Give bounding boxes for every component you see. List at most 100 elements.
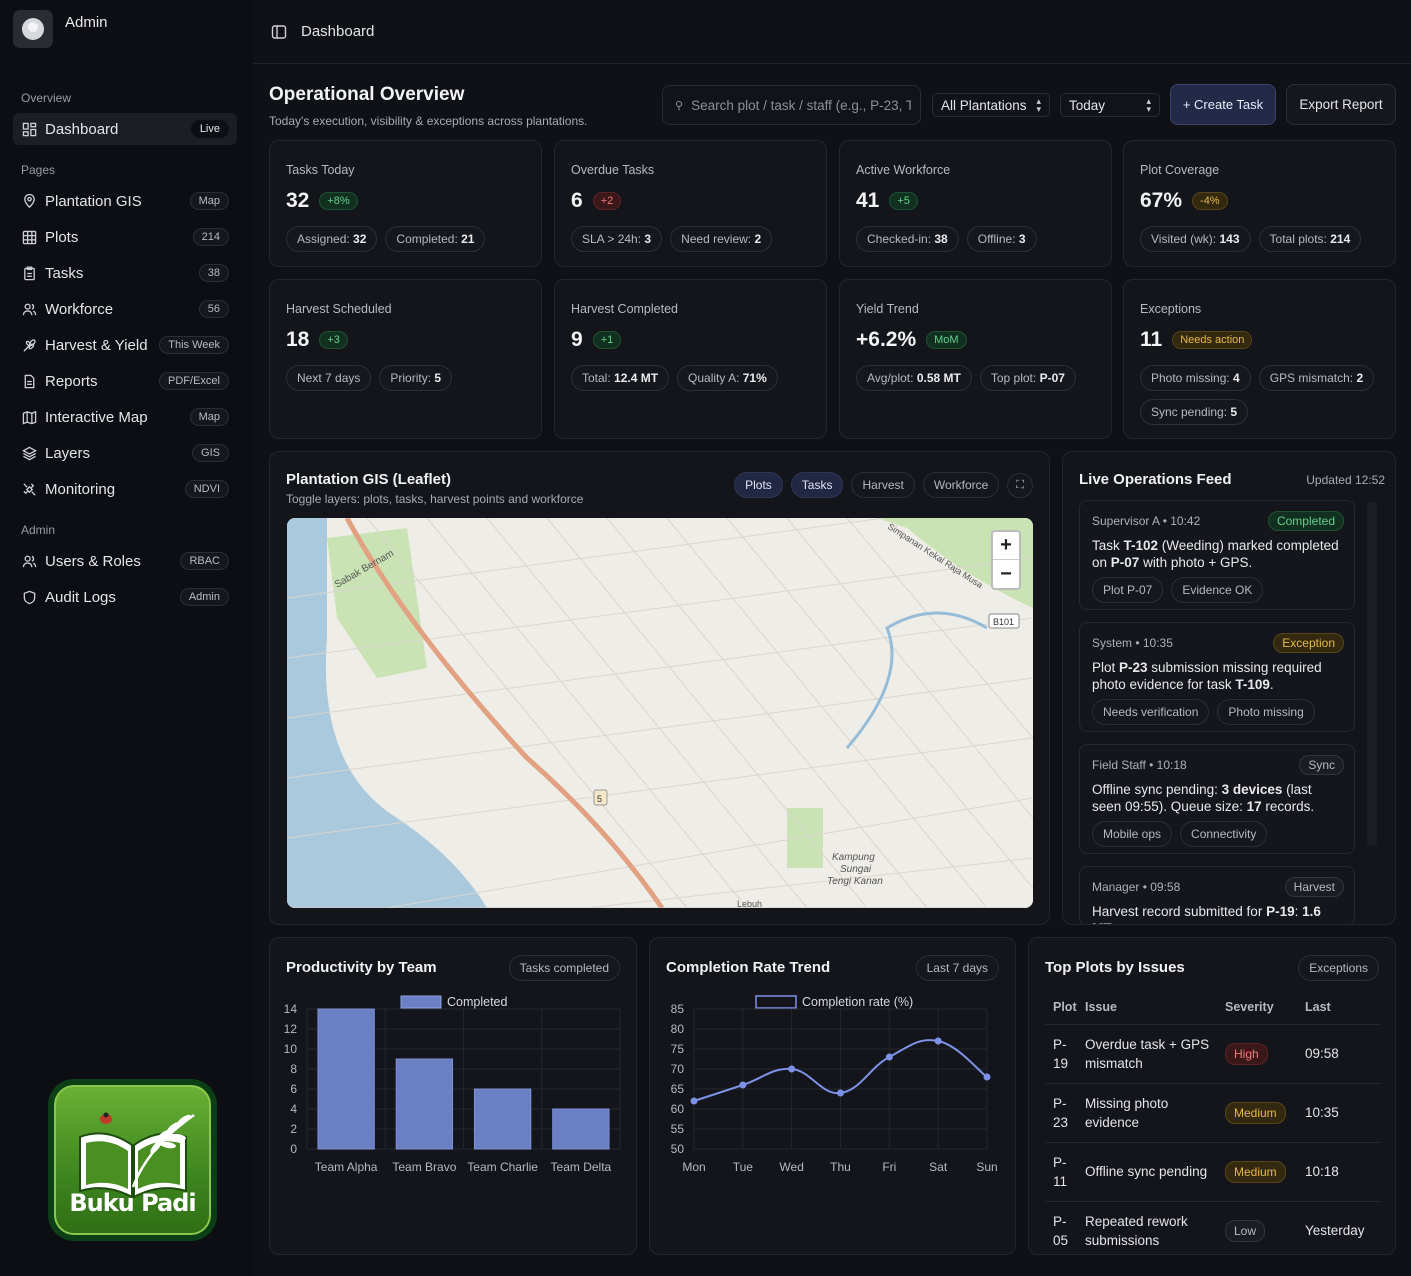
kpi-card-yield-trend[interactable]: Yield Trend +6.2% MoM Avg/plot: 0.58 MT Top … — [839, 279, 1112, 439]
feed-status-badge: Sync — [1299, 755, 1344, 775]
kpi-card-active-workforce[interactable]: Active Workforce 41 +5 Checked-in: 38 Offlin… — [839, 140, 1112, 267]
sidebar-item-badge: 214 — [192, 228, 229, 246]
kpi-value: 9 — [571, 328, 583, 351]
live-feed-card: Live Operations Feed Updated 12:52 Super… — [1062, 451, 1396, 925]
sidebar-item-tasks[interactable]: Tasks 38 — [13, 257, 237, 289]
last-cell: 10:35 — [1305, 1082, 1381, 1142]
plot-cell: P- 11 — [1045, 1141, 1085, 1201]
bar[interactable] — [317, 1008, 375, 1150]
avatar[interactable] — [13, 10, 53, 48]
kpi-card-plot-coverage[interactable]: Plot Coverage 67% -4% Visited (wk): 143 Tota… — [1123, 140, 1396, 267]
last-cell: 10:18 — [1305, 1141, 1381, 1201]
table-row[interactable]: P- 11 Offline sync pending Medium 10:18 — [1045, 1141, 1381, 1201]
data-point[interactable] — [885, 1053, 893, 1061]
sidebar-item-users-roles[interactable]: Users & Roles RBAC — [13, 545, 237, 577]
feed-item[interactable]: System • 10:35 Exception Plot P-23 submiss… — [1079, 622, 1355, 732]
feed-item-text: Offline sync pending: 3 devices (last se… — [1092, 782, 1315, 814]
data-point[interactable] — [788, 1065, 796, 1073]
map-label: Sungai — [840, 864, 872, 875]
sidebar-item-badge: NDVI — [184, 480, 229, 498]
sidebar-item-dashboard[interactable]: Dashboard Live — [13, 113, 237, 145]
productivity-badge: Tasks completed — [508, 955, 620, 981]
data-point[interactable] — [690, 1097, 698, 1105]
sidebar-item-label: Users & Roles — [45, 552, 141, 570]
toggle-harvest[interactable]: Harvest — [851, 472, 915, 498]
sidebar-item-workforce[interactable]: Workforce 56 — [13, 293, 237, 325]
kpi-card-overdue-tasks[interactable]: Overdue Tasks 6 +2 SLA > 24h: 3 Need review:… — [554, 140, 827, 267]
kpi-card-harvest-scheduled[interactable]: Harvest Scheduled 18 +3 Next 7 days Priorit… — [269, 279, 542, 439]
sidebar-item-plots[interactable]: Plots 214 — [13, 221, 237, 253]
kpi-value: 6 — [571, 189, 583, 212]
toggle-workforce[interactable]: Workforce — [922, 472, 1000, 498]
kpi-chip: Assigned: 32 — [286, 226, 378, 252]
bar[interactable] — [552, 1108, 610, 1150]
data-point[interactable] — [934, 1037, 942, 1045]
sidebar-item-badge: PDF/Excel — [159, 372, 229, 390]
feed-item[interactable]: Field Staff • 10:18 Sync Offline sync pend… — [1079, 744, 1355, 854]
kpi-delta-badge: +2 — [592, 192, 622, 210]
kpi-card-exceptions[interactable]: Exceptions 11 Needs action Photo missing: 4… — [1123, 279, 1396, 439]
sidebar-item-interactive-map[interactable]: Interactive Map Map — [13, 401, 237, 433]
feed-item-meta: Field Staff • 10:18 — [1092, 758, 1187, 772]
feed-item[interactable]: Manager • 09:58 Harvest Harvest record sub… — [1079, 866, 1355, 924]
kpi-card-harvest-completed[interactable]: Harvest Completed 9 +1 Total: 12.4 MT Qualit… — [554, 279, 827, 439]
user-profile[interactable]: Admin — [13, 10, 108, 48]
date-select[interactable]: Today ▴ ▾ — [1060, 93, 1160, 117]
severity-badge: Medium — [1225, 1102, 1286, 1124]
breadcrumb: Dashboard — [301, 23, 375, 40]
feed-tag: Mobile ops — [1092, 821, 1173, 847]
kpi-card-tasks-today[interactable]: Tasks Today 32 +8% Assigned: 32 Completed: 2… — [269, 140, 542, 267]
table-row[interactable]: P- 23 Missing photo evidence Medium 10:35 — [1045, 1082, 1381, 1142]
search-input[interactable]: Search plot / task / staff (e.g., P-23, … — [691, 97, 912, 113]
search-box[interactable]: ⚲ Search plot / task / staff (e.g., P-23… — [662, 85, 921, 125]
data-point[interactable] — [739, 1081, 747, 1089]
create-task-button[interactable]: + Create Task — [1170, 84, 1276, 125]
map-canvas[interactable]: Sabak Bernam Simpanan Kekal Raja Musa B1… — [287, 518, 1033, 908]
plot-cell: P- 23 — [1045, 1082, 1085, 1142]
data-point[interactable] — [983, 1073, 991, 1081]
kpi-chip: Quality A: 71% — [677, 365, 778, 391]
sidebar-toggle-icon[interactable] — [271, 24, 287, 40]
page-title: Operational Overview — [269, 84, 465, 105]
sidebar-item-badge: This Week — [159, 336, 229, 354]
col-last: Last — [1305, 999, 1331, 1014]
bar[interactable] — [473, 1088, 532, 1150]
data-point[interactable] — [837, 1089, 844, 1097]
toggle-plots[interactable]: Plots — [734, 472, 783, 498]
sidebar-item-monitoring[interactable]: Monitoring NDVI — [13, 473, 237, 505]
table-row[interactable]: P- 05 Repeated rework submissions Low Yesterd… — [1045, 1200, 1381, 1254]
sidebar-item-label: Layers — [45, 444, 91, 462]
bar[interactable] — [395, 1058, 454, 1150]
map-pin-icon — [21, 193, 37, 209]
live-badge: Live — [190, 120, 229, 138]
sidebar-item-layers[interactable]: Layers GIS — [13, 437, 237, 469]
sidebar-item-reports[interactable]: Reports PDF/Excel — [13, 365, 237, 397]
sidebar-item-audit-logs[interactable]: Audit Logs Admin — [13, 581, 237, 613]
kpi-chip: Offline: 3 — [966, 226, 1037, 252]
feed-item[interactable]: Supervisor A • 10:42 Completed Task T-102 … — [1079, 500, 1355, 610]
zoom-out-button[interactable]: − — [1000, 562, 1012, 585]
kpi-delta-badge: Needs action — [1172, 331, 1253, 349]
table-row[interactable]: P- 19 Overdue task + GPS mismatch High 09:58 — [1045, 1023, 1381, 1083]
last-cell: Yesterday — [1305, 1200, 1381, 1254]
layers-icon — [21, 445, 37, 461]
export-report-button[interactable]: Export Report — [1286, 84, 1396, 125]
fullscreen-icon[interactable]: ⛶ — [1007, 472, 1033, 498]
toggle-tasks[interactable]: Tasks — [790, 472, 844, 498]
kpi-delta-badge: +1 — [592, 331, 622, 349]
date-select-value: Today — [1069, 97, 1106, 113]
y-tick-label: 0 — [290, 1142, 297, 1156]
grid-icon — [21, 229, 37, 245]
y-tick-label: 55 — [671, 1122, 685, 1136]
kpi-chip: Next 7 days — [286, 365, 372, 391]
feed-scrollbar[interactable] — [1367, 502, 1377, 846]
plantation-select[interactable]: All Plantations ▴ ▾ — [932, 93, 1050, 117]
sidebar-item-plantation-gis[interactable]: Plantation GIS Map — [13, 185, 237, 217]
feed-tag: Evidence OK — [1171, 577, 1264, 603]
kpi-label: Tasks Today — [286, 163, 355, 177]
x-tick-label: Team Delta — [551, 1160, 612, 1174]
sidebar-item-harvest-yield[interactable]: Harvest & Yield This Week — [13, 329, 237, 361]
kpi-chip: Visited (wk): 143 — [1140, 226, 1251, 252]
map-label: Lebuh — [737, 899, 762, 908]
zoom-in-button[interactable]: + — [993, 532, 1019, 560]
